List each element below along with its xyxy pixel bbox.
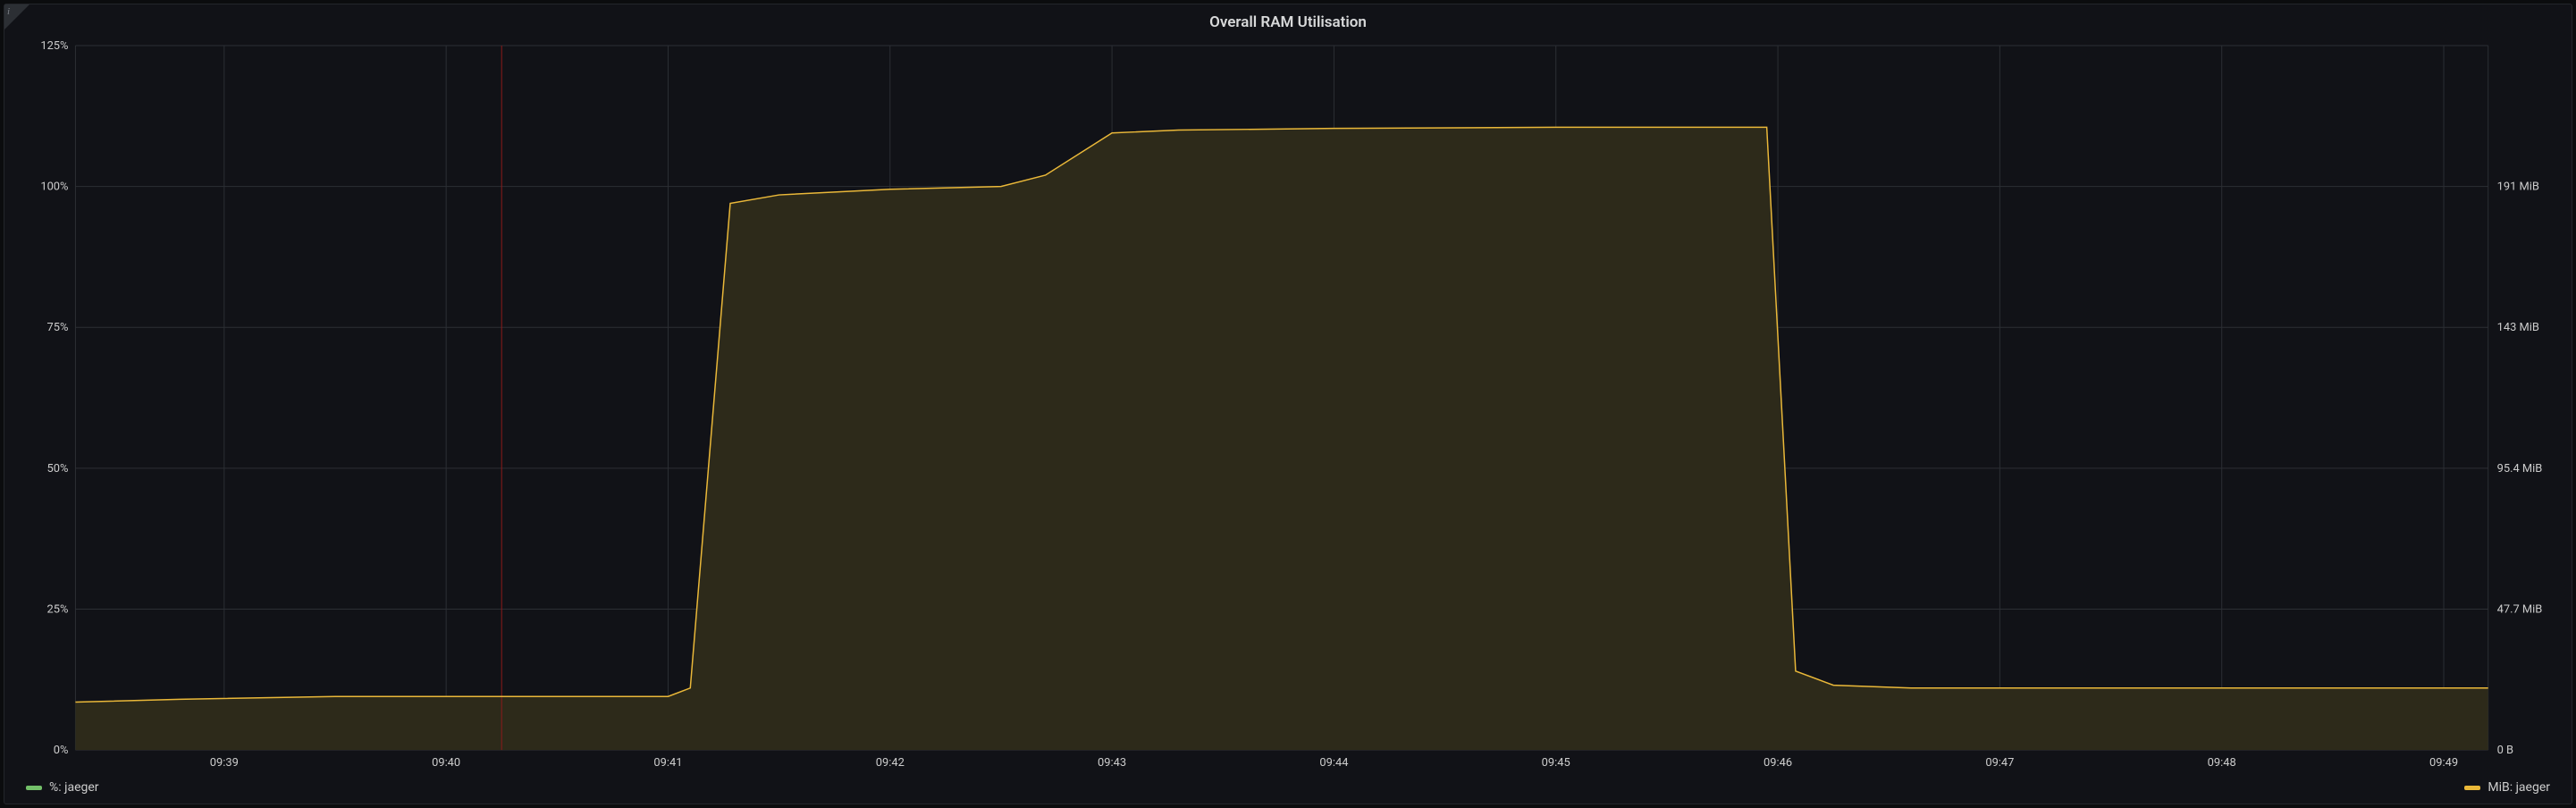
svg-text:09:49: 09:49: [2429, 756, 2458, 770]
svg-text:75%: 75%: [47, 321, 69, 334]
svg-text:09:46: 09:46: [1764, 756, 1792, 770]
svg-text:191 MiB: 191 MiB: [2497, 181, 2539, 194]
svg-text:50%: 50%: [47, 462, 69, 476]
legend-item-mib-jaeger[interactable]: MiB: jaeger: [2464, 780, 2550, 795]
svg-text:125%: 125%: [40, 40, 68, 53]
svg-text:09:48: 09:48: [2208, 756, 2236, 770]
svg-text:09:39: 09:39: [210, 756, 239, 770]
svg-text:09:42: 09:42: [876, 756, 905, 770]
svg-text:09:41: 09:41: [653, 756, 682, 770]
svg-text:100%: 100%: [40, 181, 68, 194]
svg-text:25%: 25%: [47, 602, 69, 616]
info-icon: i: [7, 6, 10, 17]
svg-text:0 B: 0 B: [2497, 744, 2513, 757]
svg-text:143 MiB: 143 MiB: [2497, 321, 2539, 334]
svg-text:0%: 0%: [54, 744, 69, 757]
legend-swatch: [26, 786, 42, 790]
legend-label: %: jaeger: [49, 780, 99, 795]
svg-text:09:45: 09:45: [1542, 756, 1570, 770]
legend-label: MiB: jaeger: [2488, 780, 2550, 795]
chart-svg: 0% 25% 50% 75% 100% 125% 0 B 47.7 MiB 95.4 MiB 14…: [15, 40, 2561, 773]
svg-text:95.4 MiB: 95.4 MiB: [2497, 462, 2543, 476]
legend-item-pct-jaeger[interactable]: %: jaeger: [26, 780, 99, 795]
svg-text:09:44: 09:44: [1319, 756, 1348, 770]
legend-swatch: [2464, 786, 2480, 790]
svg-text:09:47: 09:47: [1985, 756, 2014, 770]
svg-text:09:40: 09:40: [432, 756, 460, 770]
svg-text:09:43: 09:43: [1098, 756, 1126, 770]
chart-panel: i Overall RAM Utilisation 0% 25% 50% 75% 100…: [4, 4, 2572, 804]
chart-area[interactable]: 0% 25% 50% 75% 100% 125% 0 B 47.7 MiB 95.4 MiB 14…: [4, 37, 2572, 773]
panel-title[interactable]: Overall RAM Utilisation: [4, 4, 2572, 37]
svg-text:47.7 MiB: 47.7 MiB: [2497, 602, 2543, 616]
legend: %: jaeger MiB: jaeger: [4, 773, 2572, 804]
panel-info-corner[interactable]: i: [4, 4, 29, 29]
